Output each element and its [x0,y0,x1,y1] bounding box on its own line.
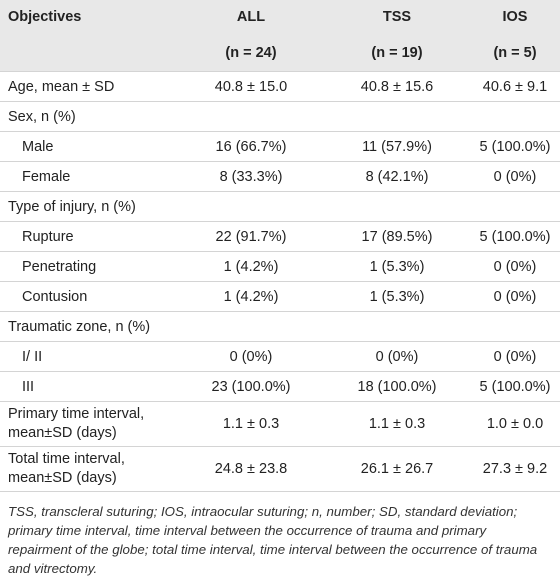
value-cell [324,101,470,132]
row-label: Rupture [0,221,178,252]
table-row: III 23 (100.0%) 18 (100.0%) 5 (100.0%) [0,371,560,402]
value-cell: 40.6 ± 9.1 [470,71,560,102]
count-header: (n = 24) [178,34,324,72]
value-cell: 0 (0%) [324,341,470,372]
table-row: Rupture 22 (91.7%) 17 (89.5%) 5 (100.0%) [0,221,560,252]
table-row: Traumatic zone, n (%) [0,311,560,342]
row-label: Penetrating [0,251,178,282]
value-cell: 1.0 ± 0.0 [470,401,560,447]
column-header: IOS [502,9,528,25]
value-cell: 5 (100.0%) [470,371,560,402]
value-cell [178,191,324,222]
count-header: (n = 19) [324,34,470,72]
value-cell: 23 (100.0%) [178,371,324,402]
value-cell: 1 (5.3%) [324,251,470,282]
value-cell: 40.8 ± 15.6 [324,71,470,102]
footnote: TSS, transcleral suturing; IOS, intraocu… [8,504,538,576]
header-row: (n = 24) (n = 19) (n = 5) [0,34,560,72]
value-cell: 1 (4.2%) [178,281,324,312]
value-cell: 22 (91.7%) [178,221,324,252]
row-label: Sex, n (%) [0,101,178,132]
row-label: I/ II [0,341,178,372]
value-cell: 8 (42.1%) [324,161,470,192]
value-cell: 27.3 ± 9.2 [470,446,560,492]
table-row: Primary time interval, mean±SD (days) 1.1… [0,401,560,447]
value-cell [470,311,560,342]
value-cell: 8 (33.3%) [178,161,324,192]
value-cell [178,101,324,132]
table-row: I/ II 0 (0%) 0 (0%) 0 (0%) [0,341,560,372]
value-cell [470,191,560,222]
value-cell: 0 (0%) [470,161,560,192]
value-cell: 5 (100.0%) [470,131,560,162]
value-cell: 16 (66.7%) [178,131,324,162]
column-header: ALL [236,9,266,25]
row-label: Total time interval, mean±SD (days) [0,446,178,492]
value-cell [324,191,470,222]
table-row: Sex, n (%) [0,101,560,132]
table-row: Total time interval, mean±SD (days) 24.8 … [0,446,560,492]
value-cell: 0 (0%) [470,251,560,282]
row-label: Female [0,161,178,192]
value-cell: 1 (5.3%) [324,281,470,312]
table-row: Contusion 1 (4.2%) 1 (5.3%) 0 (0%) [0,281,560,312]
row-label: Traumatic zone, n (%) [0,311,178,342]
table-row: Age, mean ± SD 40.8 ± 15.0 40.8 ± 15.6 40.6… [0,71,560,102]
value-cell: 5 (100.0%) [470,221,560,252]
value-cell: 11 (57.9%) [324,131,470,162]
value-cell: 26.1 ± 26.7 [324,446,470,492]
value-cell: 1.1 ± 0.3 [324,401,470,447]
value-cell [324,311,470,342]
column-header: Objectives [8,9,82,25]
table-body: Age, mean ± SD 40.8 ± 15.0 40.8 ± 15.6 40.6… [0,71,560,492]
value-cell: 40.8 ± 15.0 [178,71,324,102]
value-cell: 24.8 ± 23.8 [178,446,324,492]
table-row: Female 8 (33.3%) 8 (42.1%) 0 (0%) [0,161,560,192]
value-cell: 0 (0%) [178,341,324,372]
value-cell: 0 (0%) [470,341,560,372]
row-label: Age, mean ± SD [0,71,178,102]
value-cell [178,311,324,342]
value-cell: 0 (0%) [470,281,560,312]
row-label: Male [0,131,178,162]
header-cell [0,34,178,72]
value-cell: 17 (89.5%) [324,221,470,252]
row-label: Contusion [0,281,178,312]
row-label: Primary time interval, mean±SD (days) [0,401,178,447]
column-header: TSS [382,9,412,25]
value-cell [470,101,560,132]
table-row: Type of injury, n (%) [0,191,560,222]
row-label: Type of injury, n (%) [0,191,178,222]
count-header: (n = 5) [470,34,560,72]
value-cell: 1.1 ± 0.3 [178,401,324,447]
data-table: Objectives ALL TSS IOS (n = 24) (n = 19)… [0,0,560,492]
table-row: Male 16 (66.7%) 11 (57.9%) 5 (100.0%) [0,131,560,162]
header-row: Objectives ALL TSS IOS [0,0,560,34]
value-cell: 1 (4.2%) [178,251,324,282]
table-row: Penetrating 1 (4.2%) 1 (5.3%) 0 (0%) [0,251,560,282]
row-label: III [0,371,178,402]
value-cell: 18 (100.0%) [324,371,470,402]
